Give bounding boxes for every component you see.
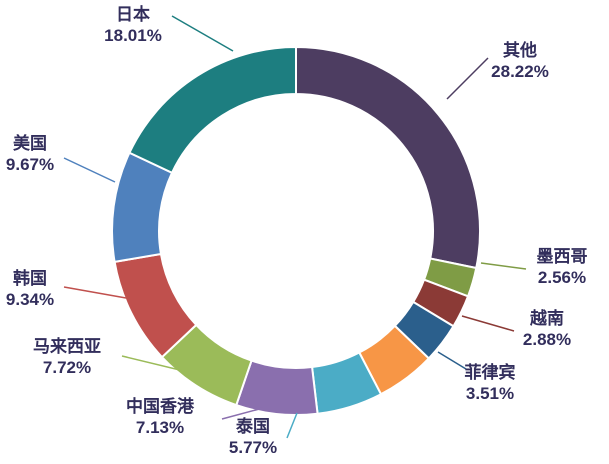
leader-line-south-korea xyxy=(63,286,127,299)
leader-line-vietnam xyxy=(461,315,515,332)
leader-line-mexico xyxy=(480,262,527,270)
slice-name: 中国香港 xyxy=(126,397,194,416)
slice-other xyxy=(295,45,481,270)
slice-label-malaysia: 马来西亚 7.72% xyxy=(2,336,132,379)
slice-name: 日本 xyxy=(116,5,150,24)
slice-percent: 3.51% xyxy=(465,384,515,404)
leader-line-philippines xyxy=(437,351,467,370)
slice-name: 其他 xyxy=(503,41,537,60)
slice-percent: 7.72% xyxy=(42,358,92,378)
slice-percent: 2.88% xyxy=(522,330,572,350)
slice-percent: 7.13% xyxy=(135,418,185,438)
slice-percent: 18.01% xyxy=(104,26,162,46)
leader-line-thailand xyxy=(286,412,298,439)
slice-label-hong-kong: 中国香港 7.13% xyxy=(95,396,225,439)
leader-line-hong-kong xyxy=(221,407,264,420)
slice-name: 泰国 xyxy=(236,417,270,436)
slice-name: 韩国 xyxy=(13,269,47,288)
leader-line-usa xyxy=(63,157,116,183)
slice-percent: 5.77% xyxy=(228,438,278,458)
slice-label-philippines: 菲律宾 3.51% xyxy=(435,362,545,405)
slice-percent: 2.56% xyxy=(537,268,587,288)
slice-name: 马来西亚 xyxy=(33,337,101,356)
donut-slices xyxy=(111,45,481,416)
slice-label-mexico: 墨西哥 2.56% xyxy=(507,246,609,289)
slice-percent: 28.22% xyxy=(491,62,549,82)
leader-line-japan xyxy=(171,15,234,52)
slice-name: 越南 xyxy=(530,309,564,328)
slice-japan xyxy=(128,45,297,175)
slice-percent: 9.34% xyxy=(5,290,55,310)
slice-label-thailand: 泰国 5.77% xyxy=(198,416,308,459)
leader-line-other xyxy=(446,57,489,100)
slice-label-japan: 日本 18.01% xyxy=(73,4,193,47)
slice-name: 菲律宾 xyxy=(464,363,516,382)
slice-label-vietnam: 越南 2.88% xyxy=(492,308,602,351)
slice-label-other: 其他 28.22% xyxy=(465,40,575,83)
leader-line-malaysia xyxy=(121,355,189,373)
slice-name: 美国 xyxy=(13,134,47,153)
slice-percent: 9.67% xyxy=(5,155,55,175)
leader-lines xyxy=(63,15,527,439)
slice-label-usa: 美国 9.67% xyxy=(0,133,60,176)
slice-name: 墨西哥 xyxy=(536,247,588,266)
slice-label-korea: 韩国 9.34% xyxy=(0,268,60,311)
